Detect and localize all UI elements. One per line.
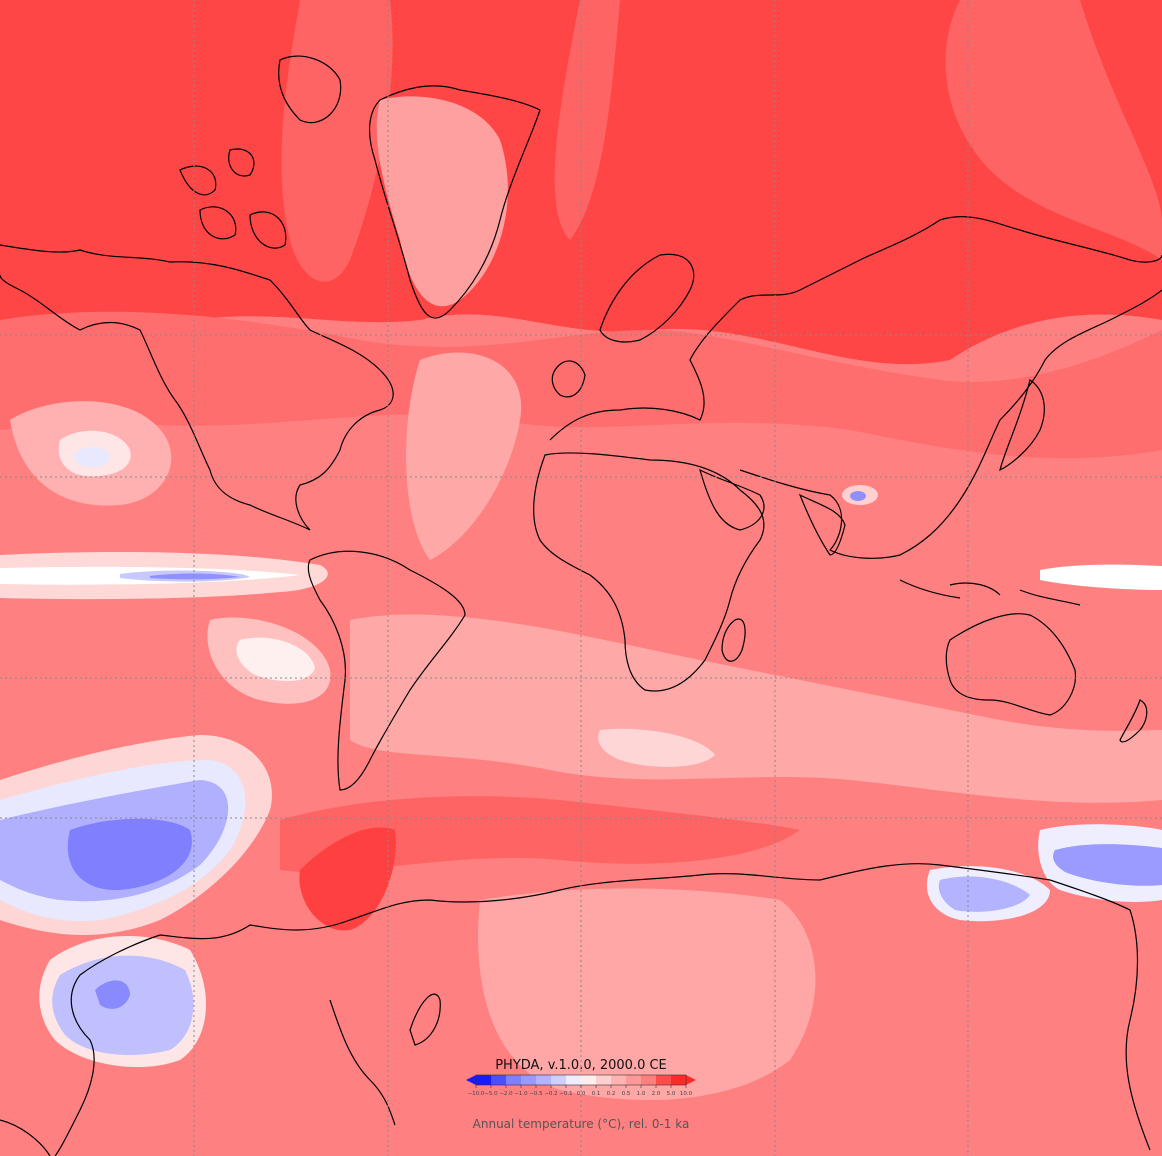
europe-coastline (549, 216, 1162, 441)
colorbar-cell (491, 1075, 507, 1085)
colorbar-tick-label: −10.0 (468, 1091, 485, 1097)
colorbar-label: Annual temperature (°C), rel. 0-1 ka (473, 1117, 690, 1131)
greenland-coastline (369, 85, 541, 319)
colorbar-tick-label: −0.1 (559, 1091, 572, 1097)
berkner-island-coastline (409, 993, 441, 1046)
arctic-islands-coastline (179, 55, 342, 249)
colorbar-tick-label: 10.0 (680, 1091, 693, 1097)
colorbar-cell (506, 1075, 522, 1085)
colorbar-tick-label: −0.2 (544, 1091, 557, 1097)
scandinavia-coastline (599, 253, 695, 343)
colorbar-tick-label: 0.5 (622, 1091, 631, 1097)
colorbar-tick-label: 2.0 (652, 1091, 661, 1097)
ross-ice-coastline (329, 999, 396, 1126)
colorbar: PHYDA, v.1.0.0, 2000.0 CE −10.0 −5.0 −2.0−… (466, 1058, 696, 1131)
coastlines (0, 55, 1162, 1156)
colorbar-cell (536, 1075, 552, 1085)
colorbar-cell (641, 1075, 657, 1085)
colorbar-tick-label: −0.5 (529, 1091, 543, 1097)
colorbar-cell (476, 1075, 492, 1085)
north-america-coastline (0, 244, 394, 531)
colorbar-tick-label: 0.1 (592, 1091, 601, 1097)
indonesia-coastline (899, 579, 1081, 606)
colorbar-cells (466, 1074, 696, 1086)
antarctic-peninsula-coastline (54, 934, 161, 1156)
colorbar-cell (656, 1075, 672, 1085)
asia-coastline (739, 289, 1162, 559)
antarctica-coastline (159, 863, 1151, 1151)
colorbar-cell (611, 1075, 627, 1085)
south-america-coastline (307, 550, 466, 791)
colorbar-tick-label: −2.0 (499, 1091, 513, 1097)
colorbar-ticks: −10.0 −5.0 −2.0 −1.0 −0.5 −0.2 −0.1 0.0 0.1 0.2 0.… (468, 1085, 693, 1097)
map-title: PHYDA, v.1.0.0, 2000.0 CE (495, 1058, 667, 1073)
colorbar-tick-label: 5.0 (667, 1091, 676, 1097)
colorbar-cell (626, 1075, 642, 1085)
colorbar-cell (551, 1075, 567, 1085)
colorbar-tick-label: 1.0 (637, 1091, 646, 1097)
new-zealand-coastline (1119, 699, 1148, 743)
madagascar-coastline (721, 618, 746, 662)
uk-coastline (551, 360, 586, 398)
colorbar-cell (671, 1075, 687, 1085)
weddell-coastline (0, 1119, 51, 1156)
colorbar-arrow-low (466, 1075, 476, 1085)
anomaly-field (0, 0, 1162, 1100)
colorbar-cell (521, 1075, 537, 1085)
colorbar-tick-label: −5.0 (484, 1091, 498, 1097)
australia-coastline (945, 613, 1077, 716)
africa-coastline (533, 452, 765, 692)
colorbar-tick-label: −1.0 (514, 1091, 528, 1097)
colorbar-tick-label: 0.0 (577, 1091, 586, 1097)
colorbar-arrow-high (686, 1075, 696, 1085)
colorbar-cell (596, 1075, 612, 1085)
colorbar-cell (581, 1075, 597, 1085)
arabia-coastline (699, 468, 765, 531)
japan-coastline (999, 379, 1045, 472)
colorbar-tick-label: 0.2 (607, 1091, 616, 1097)
india-coastline (798, 493, 846, 556)
colorbar-cell (566, 1075, 582, 1085)
